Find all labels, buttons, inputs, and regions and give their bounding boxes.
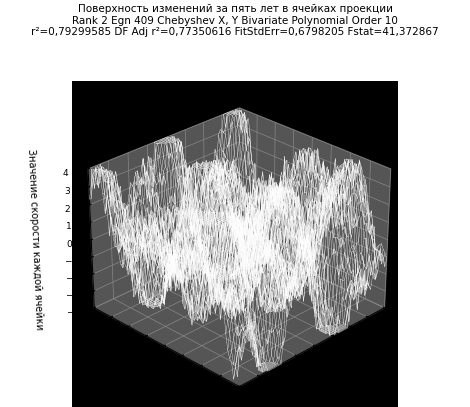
Y-axis label: Ячейки 1985 г.: Ячейки 1985 г. <box>99 364 171 407</box>
Text: Поверхность изменений за пять лет в ячейках проекции
Rank 2 Egn 409 Chebyshev X,: Поверхность изменений за пять лет в ячей… <box>31 4 439 37</box>
X-axis label: Ячейки 1980 г.: Ячейки 1980 г. <box>308 364 379 407</box>
